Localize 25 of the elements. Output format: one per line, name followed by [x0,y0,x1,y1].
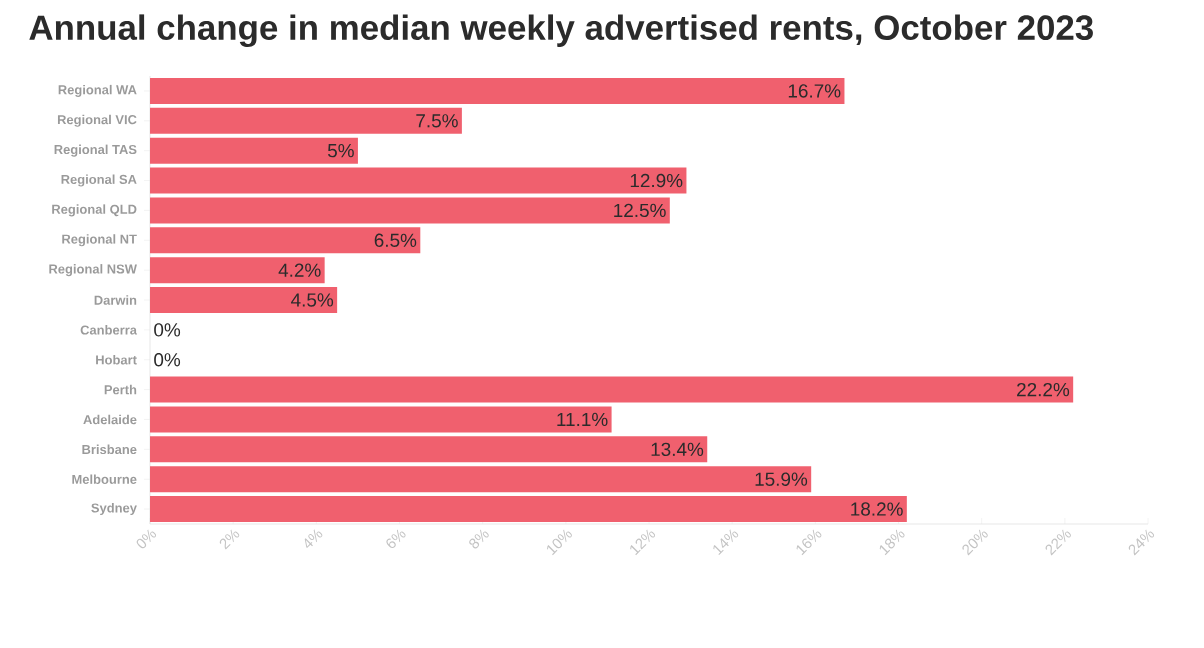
chart-title: Annual change in median weekly advertised rents, October 2023 [29,14,1093,48]
data-label: 4.5% [291,293,334,307]
bar [150,496,907,523]
data-label: 13.4% [651,442,704,457]
data-label: 6.5% [374,233,417,247]
bar [150,466,812,493]
data-label: 22.2% [1017,382,1070,397]
bar [150,287,338,313]
data-label: 5% [327,144,354,158]
bar [150,77,845,104]
bar [150,257,325,284]
data-label: 0% [154,323,181,337]
bar [150,137,358,164]
data-label: 12.9% [630,173,683,188]
bar [150,107,462,134]
data-label: 0% [154,353,181,367]
data-label: 7.5% [416,114,458,128]
bar [150,227,421,254]
bar [150,436,708,463]
data-label: 11.1% [557,412,608,427]
data-label: 12.5% [614,203,666,218]
data-label: 4.2% [278,263,321,277]
data-label: 15.9% [755,472,808,486]
data-label: 16.7% [788,84,841,98]
data-label: 18.2% [851,502,903,516]
